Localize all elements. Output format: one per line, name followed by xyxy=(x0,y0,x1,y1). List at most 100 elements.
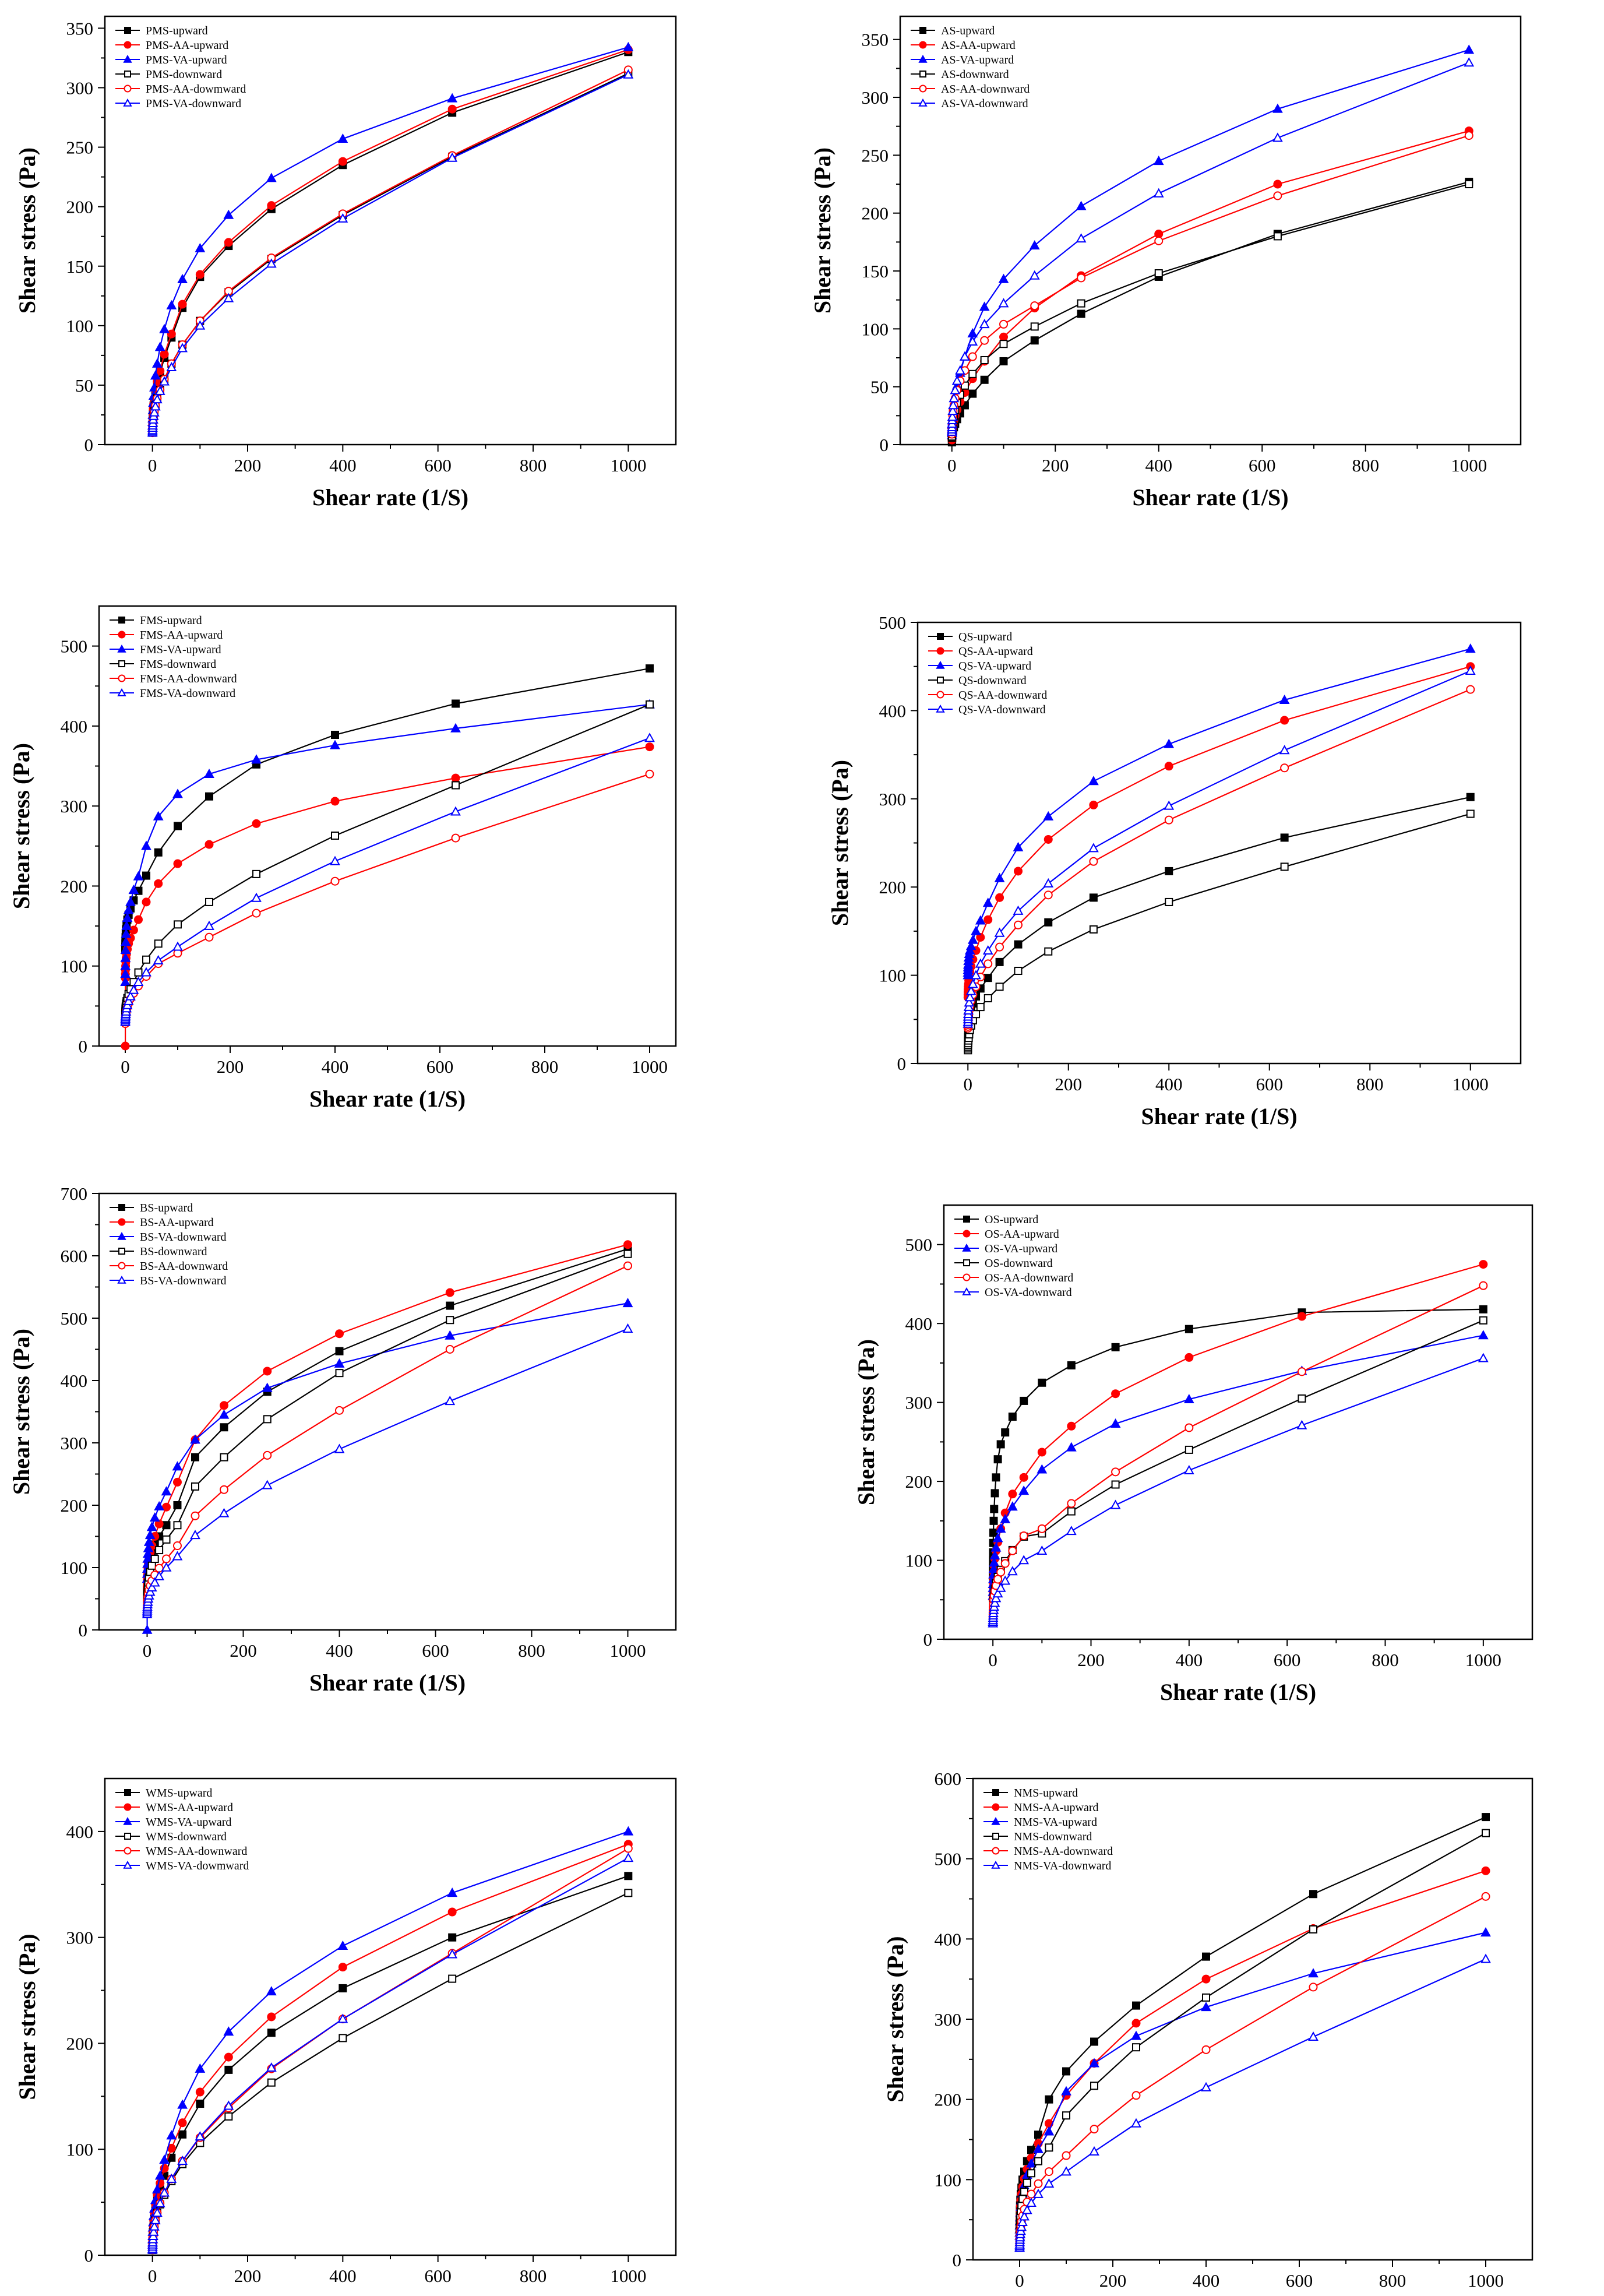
data-point xyxy=(1480,1927,1491,1937)
legend-label: NMS-upward xyxy=(1014,1787,1078,1800)
x-tick-label: 400 xyxy=(1176,1650,1203,1670)
data-point xyxy=(450,806,461,816)
y-tick-label: 200 xyxy=(879,877,907,897)
y-tick-label: 50 xyxy=(75,375,93,396)
data-point xyxy=(133,871,144,881)
x-tick-label: 800 xyxy=(1372,1650,1399,1670)
data-point xyxy=(645,742,654,752)
legend-label: FMS-AA-upward xyxy=(140,629,223,642)
data-point xyxy=(154,2198,165,2207)
legend-marker xyxy=(919,71,926,78)
y-tick-label: 700 xyxy=(61,1184,88,1204)
data-point xyxy=(1061,2086,1071,2096)
data-point xyxy=(252,869,260,878)
data-point xyxy=(1034,2157,1042,2165)
legend-label: AS-upward xyxy=(941,24,995,37)
data-point xyxy=(964,997,975,1007)
x-tick-label: 800 xyxy=(1356,1074,1384,1094)
data-point xyxy=(1033,2188,1044,2198)
legend-marker xyxy=(124,84,132,93)
data-point xyxy=(159,323,170,333)
legend-label: BS-AA-upward xyxy=(140,1216,214,1229)
legend-marker xyxy=(963,1230,971,1238)
data-point xyxy=(1007,1501,1018,1511)
x-tick-label: 600 xyxy=(426,1057,454,1077)
y-axis-title: Shear stress (Pa) xyxy=(14,147,40,314)
data-point xyxy=(1201,1974,1211,1984)
data-point xyxy=(142,1548,153,1558)
y-tick-label: 0 xyxy=(84,2245,94,2266)
legend-marker xyxy=(118,660,125,667)
series-OS-VA-downward xyxy=(988,1353,1489,1628)
data-point xyxy=(1202,1993,1210,2002)
x-tick-label: 400 xyxy=(326,1640,353,1661)
data-point xyxy=(1481,1892,1490,1901)
data-point xyxy=(252,908,261,918)
data-point xyxy=(968,389,977,398)
data-point xyxy=(151,358,163,368)
legend-marker xyxy=(118,631,126,639)
data-point xyxy=(1076,200,1087,210)
data-point xyxy=(971,925,981,935)
data-point xyxy=(151,2207,163,2217)
legend-label: OS-AA-downward xyxy=(985,1272,1073,1284)
data-point xyxy=(1062,2067,1070,2076)
legend: QS-upward QS-AA-upward QS-VA-upward QS-down… xyxy=(928,631,1047,716)
data-point xyxy=(123,904,134,914)
data-point xyxy=(267,2029,276,2037)
legend-marker xyxy=(118,1218,126,1226)
y-tick-label: 300 xyxy=(61,796,88,816)
y-tick-label: 200 xyxy=(66,2033,94,2054)
data-point xyxy=(150,401,161,411)
data-point xyxy=(143,1536,154,1546)
data-point xyxy=(1045,2095,1053,2104)
data-point xyxy=(205,840,214,849)
x-tick-label: 600 xyxy=(1256,1074,1284,1094)
data-point xyxy=(1033,2143,1044,2153)
data-point xyxy=(1067,1421,1076,1431)
data-point xyxy=(141,840,151,850)
data-point xyxy=(646,700,654,709)
data-point xyxy=(162,1502,171,1512)
data-point xyxy=(1037,1524,1046,1533)
data-point xyxy=(1272,132,1283,142)
data-point xyxy=(965,985,976,995)
data-point xyxy=(1465,665,1476,675)
data-point xyxy=(976,1003,985,1012)
data-point xyxy=(950,385,961,395)
data-point xyxy=(1014,867,1023,876)
data-point xyxy=(983,959,993,969)
data-point xyxy=(1026,2158,1037,2168)
legend-label: AS-AA-downward xyxy=(941,83,1030,96)
data-point xyxy=(263,1450,272,1460)
y-tick-label: 100 xyxy=(66,2139,94,2160)
data-point xyxy=(195,242,206,252)
data-point xyxy=(154,848,163,857)
chart-panel-4: 0 200 400 600 800 1000 0 100 200 300 400 500 Shear r… xyxy=(827,612,1522,1129)
x-tick-label: 600 xyxy=(424,455,452,476)
legend-marker xyxy=(962,1287,971,1295)
x-tick-label: 800 xyxy=(531,1057,559,1077)
x-tick-label: 400 xyxy=(1155,1074,1183,1094)
data-point xyxy=(451,773,460,783)
legend-label: OS-upward xyxy=(985,1213,1038,1226)
data-point xyxy=(1482,1813,1490,1822)
x-tick-label: 800 xyxy=(1379,2270,1406,2291)
data-point xyxy=(172,788,183,798)
data-point xyxy=(141,967,151,977)
legend-marker xyxy=(118,1204,125,1211)
data-point xyxy=(129,925,138,935)
data-point xyxy=(262,1480,273,1489)
data-point xyxy=(1044,947,1053,956)
x-tick-label: 200 xyxy=(1042,455,1069,476)
data-point xyxy=(153,955,164,964)
x-axis-title: Shear rate (1/S) xyxy=(309,1670,466,1696)
x-tick-label: 1000 xyxy=(610,1640,646,1661)
y-tick-label: 0 xyxy=(923,1629,933,1650)
data-point xyxy=(1273,179,1282,189)
data-point xyxy=(999,357,1008,365)
data-point xyxy=(1000,1559,1010,1568)
y-tick-label: 100 xyxy=(862,319,889,339)
data-point xyxy=(1201,2045,1211,2054)
data-point xyxy=(166,2130,177,2140)
